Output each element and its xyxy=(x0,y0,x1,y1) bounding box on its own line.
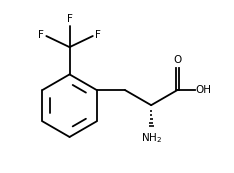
Text: OH: OH xyxy=(196,85,212,95)
Text: O: O xyxy=(173,55,182,65)
Text: F: F xyxy=(95,30,101,40)
Text: NH$_2$: NH$_2$ xyxy=(141,131,162,145)
Text: F: F xyxy=(67,14,73,24)
Text: F: F xyxy=(38,30,44,40)
